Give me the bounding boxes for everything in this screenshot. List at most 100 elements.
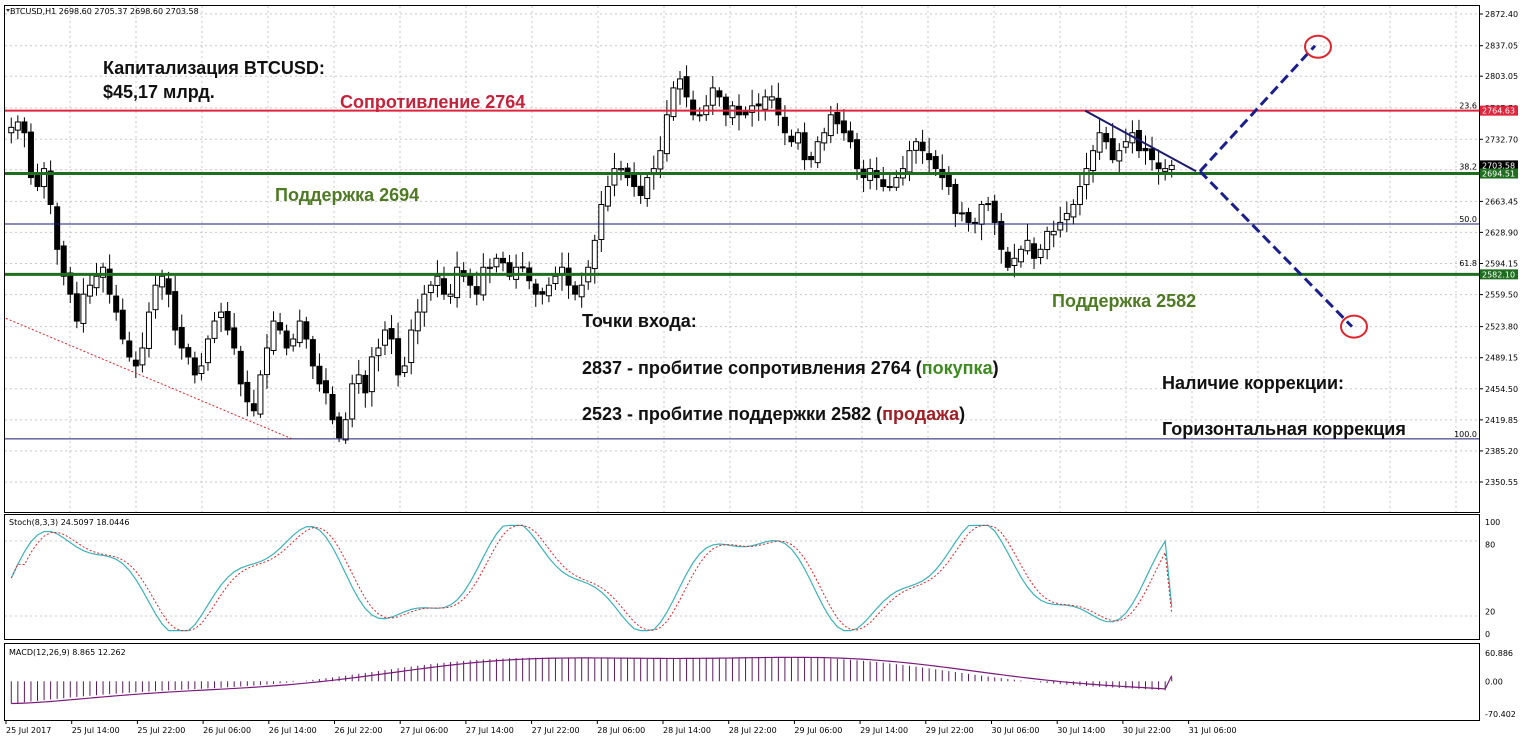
candle-body xyxy=(244,381,251,403)
candle-body xyxy=(349,383,356,420)
price-marker-label: 2694.51 xyxy=(1482,170,1515,179)
cap-line1: Капитализация BTCUSD: xyxy=(103,58,325,78)
candle-body xyxy=(1017,248,1024,263)
candle-body xyxy=(421,293,428,313)
price-marker xyxy=(1480,168,1518,179)
candle-body xyxy=(152,284,159,311)
candle-body xyxy=(552,275,559,285)
candle-body xyxy=(395,338,402,376)
candle-body xyxy=(539,291,546,295)
correction-type: Горизонтальная коррекция xyxy=(1162,419,1406,439)
time-tick-label: 28 Jul 22:00 xyxy=(729,726,777,735)
price-tick-label: 2523.80 xyxy=(1485,323,1518,332)
candle-body xyxy=(440,278,447,295)
candle-body xyxy=(1024,239,1031,252)
time-tick-label: 25 Jul 14:00 xyxy=(72,726,120,735)
candle-body xyxy=(119,309,126,340)
price-tick-label: 2454.50 xyxy=(1485,385,1518,394)
candle-body xyxy=(263,347,270,376)
candle-body xyxy=(1149,148,1156,161)
candle-body xyxy=(854,139,861,170)
candle-body xyxy=(414,311,421,332)
candle-body xyxy=(1116,150,1123,162)
candle-body xyxy=(814,141,821,164)
candle-body xyxy=(1103,133,1110,143)
candle-body xyxy=(86,284,93,297)
candle-body xyxy=(716,90,723,98)
candle-body xyxy=(172,291,179,331)
candle-body xyxy=(21,121,28,134)
candle-body xyxy=(978,203,985,225)
fib-label: 61.8 xyxy=(1459,259,1477,268)
macd-label: MACD(12,26,9) 8.865 12.262 xyxy=(9,648,126,657)
candlestick-series xyxy=(8,65,1175,444)
candle-body xyxy=(1057,221,1064,231)
support1-label: Поддержка 2694 xyxy=(275,185,419,205)
candle-body xyxy=(80,293,87,324)
resistance-label: Сопротивление 2764 xyxy=(340,92,525,112)
projection-sell-line xyxy=(1198,170,1354,328)
candle-body xyxy=(945,174,952,188)
candle-body xyxy=(1037,248,1044,258)
candle-body xyxy=(545,284,552,297)
price-tick-label: 2419.85 xyxy=(1485,416,1518,425)
price-tick-label: 2663.45 xyxy=(1485,197,1518,206)
price-tick-label: 2489.15 xyxy=(1485,354,1518,363)
stoch-tick-label: 0 xyxy=(1485,630,1490,639)
candle-body xyxy=(670,87,677,118)
candle-body xyxy=(801,132,808,161)
time-tick-label: 31 Jul 06:00 xyxy=(1189,726,1237,735)
candle-body xyxy=(493,257,500,268)
support2-label: Поддержка 2582 xyxy=(1052,291,1196,311)
collapse-arrow-icon[interactable] xyxy=(6,9,10,12)
price-tick-label: 2559.50 xyxy=(1485,291,1518,300)
candle-body xyxy=(126,340,133,358)
candle-body xyxy=(237,350,244,385)
candle-body xyxy=(604,186,611,207)
candle-body xyxy=(178,326,185,349)
candle-body xyxy=(231,327,238,349)
candle-body xyxy=(696,114,703,117)
candle-body xyxy=(257,374,264,415)
fib-label: 23.6 xyxy=(1459,102,1477,111)
candle-body xyxy=(277,322,284,331)
candle-body xyxy=(381,329,388,346)
stoch-tick-label: 80 xyxy=(1485,540,1495,549)
candle-body xyxy=(657,150,664,170)
time-tick-label: 26 Jul 06:00 xyxy=(203,726,251,735)
candle-body xyxy=(913,141,920,151)
target-buy-circle xyxy=(1304,34,1332,59)
candle-body xyxy=(41,168,48,188)
candle-body xyxy=(100,266,107,278)
candle-body xyxy=(27,131,34,179)
candle-body xyxy=(73,293,80,322)
candle-body xyxy=(532,283,539,295)
candle-body xyxy=(906,150,913,173)
candle-body xyxy=(795,132,802,144)
candle-body xyxy=(473,286,480,295)
candle-body xyxy=(34,175,41,188)
candle-body xyxy=(1004,251,1011,268)
entry-sell: 2523 - пробитие поддержки 2582 (продажа) xyxy=(582,404,965,424)
candle-body xyxy=(677,78,684,90)
trend-line-blue xyxy=(1084,109,1197,173)
candle-body xyxy=(218,311,225,319)
candle-body xyxy=(847,130,854,143)
candle-body xyxy=(788,135,795,143)
candle-body xyxy=(290,338,297,347)
candle-body xyxy=(139,347,146,366)
candle-body xyxy=(926,153,933,161)
candle-body xyxy=(644,177,651,199)
time-axis: 25 Jul 2017 25 Jul 14:00 25 Jul 22:00 26 Ju… xyxy=(5,720,1237,735)
candle-body xyxy=(690,99,697,116)
macd-tick-label: 0.00 xyxy=(1485,677,1503,686)
projection-arrows xyxy=(1198,34,1368,339)
candle-body xyxy=(355,374,362,385)
candle-body xyxy=(591,239,598,270)
price-marker-label: 2703.58 xyxy=(1482,161,1515,170)
candle-body xyxy=(270,320,277,352)
price-marker xyxy=(1480,269,1518,280)
candle-body xyxy=(886,186,893,189)
candle-body xyxy=(722,96,729,116)
candle-body xyxy=(362,374,369,394)
